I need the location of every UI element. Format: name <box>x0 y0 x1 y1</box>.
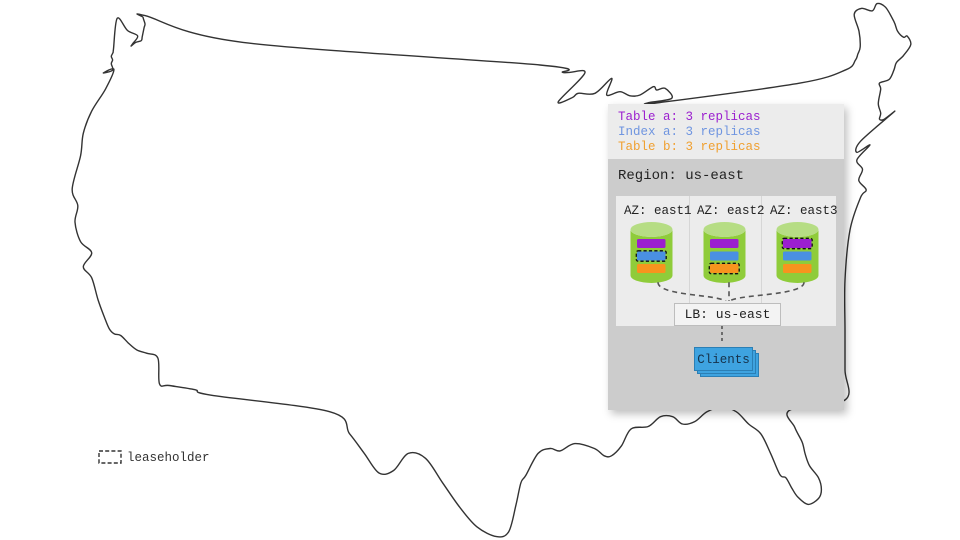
svg-text:leaseholder: leaseholder <box>127 451 210 465</box>
